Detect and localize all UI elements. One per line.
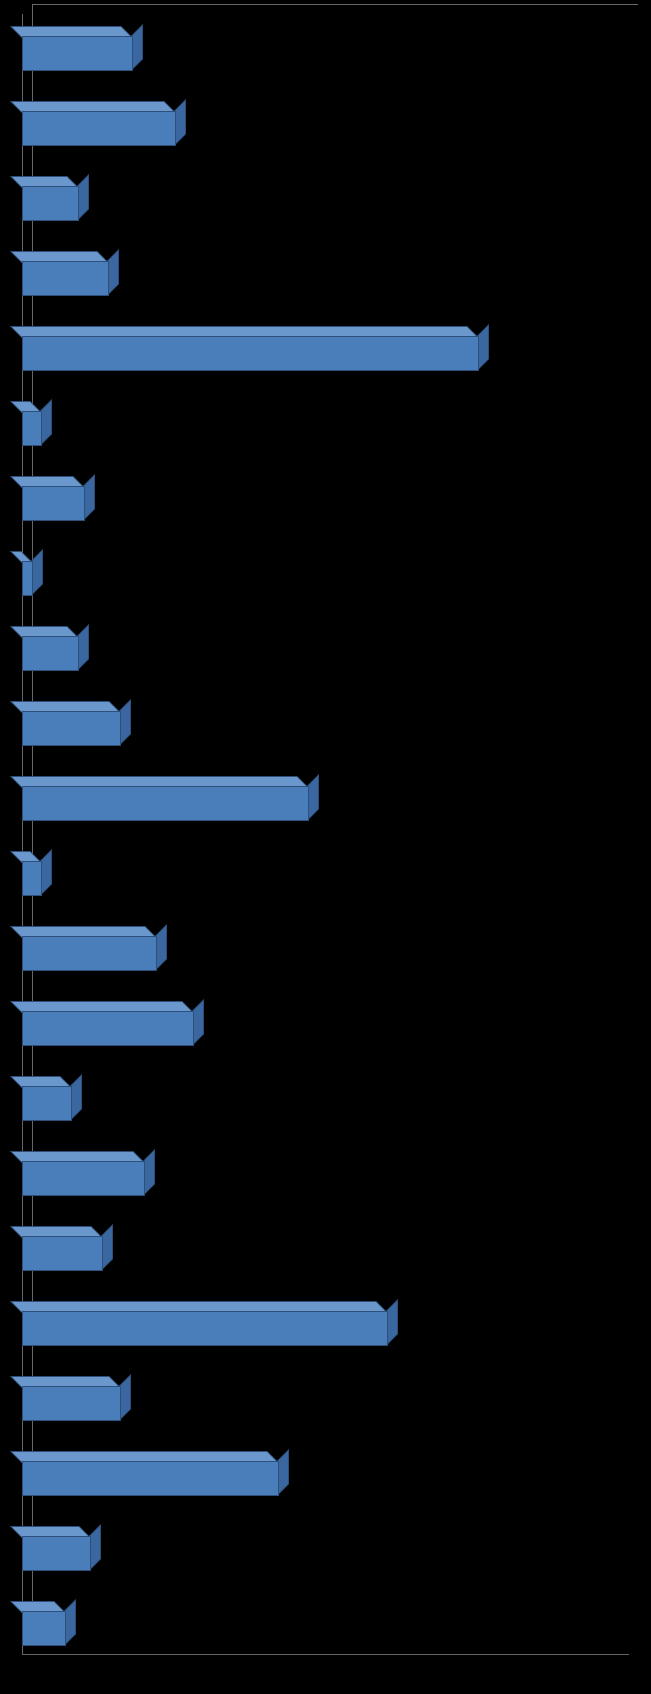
bar-front-face (22, 1461, 279, 1496)
bar (22, 411, 50, 444)
bar (22, 186, 87, 219)
bar-front-face (22, 336, 479, 371)
bar-front-face (22, 1086, 72, 1121)
bar (22, 561, 41, 594)
bar-front-face (22, 411, 42, 446)
bar (22, 861, 50, 894)
bar (22, 36, 141, 69)
bar-front-face (22, 1161, 145, 1196)
bar (22, 1161, 153, 1194)
bar (22, 1536, 99, 1569)
bar (22, 111, 184, 144)
bar (22, 1386, 129, 1419)
bar (22, 1611, 74, 1644)
bar-front-face (22, 1011, 194, 1046)
bar (22, 1086, 80, 1119)
bar (22, 1236, 111, 1269)
bar-front-face (22, 1386, 121, 1421)
plot-frame-top (32, 4, 638, 5)
bar-front-face (22, 1236, 103, 1271)
bar (22, 486, 93, 519)
bar-front-face (22, 1536, 91, 1571)
bar-front-face (22, 561, 33, 596)
bar-front-face (22, 1311, 388, 1346)
bar-front-face (22, 111, 176, 146)
bar-chart (0, 0, 651, 1694)
bar-front-face (22, 36, 133, 71)
bar-front-face (22, 261, 109, 296)
bar (22, 636, 87, 669)
bar (22, 1011, 202, 1044)
bar-front-face (22, 711, 121, 746)
bar-front-face (22, 786, 309, 821)
bar (22, 261, 117, 294)
bar (22, 786, 317, 819)
bar-front-face (22, 486, 85, 521)
bar-front-face (22, 186, 79, 221)
bar (22, 711, 129, 744)
bar (22, 936, 165, 969)
bar (22, 336, 487, 369)
bar (22, 1311, 396, 1344)
bar-front-face (22, 1611, 66, 1646)
bar-front-face (22, 861, 42, 896)
bar-front-face (22, 636, 79, 671)
bar (22, 1461, 287, 1494)
bar-front-face (22, 936, 157, 971)
